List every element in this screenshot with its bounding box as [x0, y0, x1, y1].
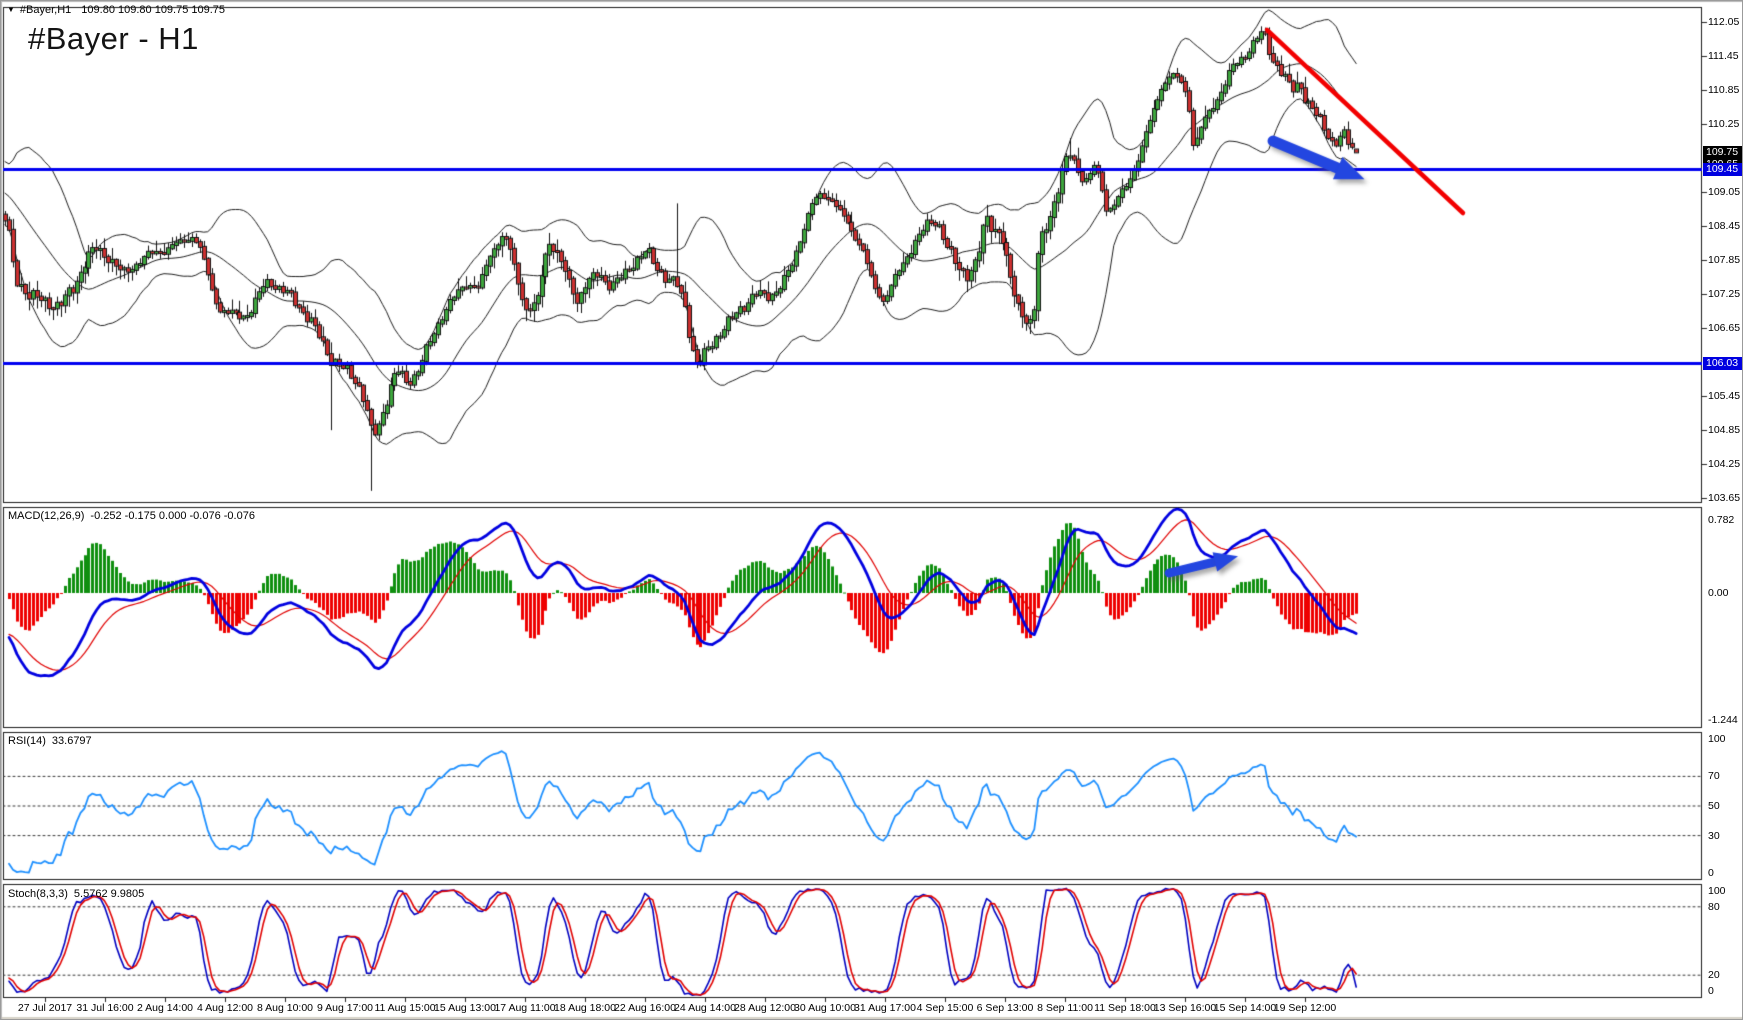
hline-price-box-upper: 109.45 [1703, 163, 1742, 176]
stoch-pane-label: Stoch(8,3,3) 5.5762 9.9805 [8, 888, 145, 900]
bid-price-box: 109.75 [1703, 146, 1742, 159]
hline-price-box-lower: 106.03 [1703, 357, 1742, 370]
macd-pane-label: MACD(12,26,9) -0.252 -0.175 0.000 -0.076 … [8, 510, 255, 522]
rsi-pane-label: RSI(14) 33.6797 [8, 735, 92, 747]
